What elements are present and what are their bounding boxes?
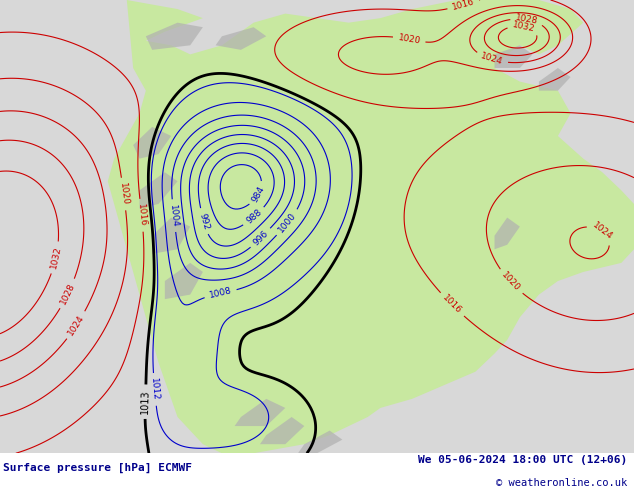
Polygon shape <box>152 218 190 254</box>
Text: 1016: 1016 <box>136 203 147 227</box>
Text: 992: 992 <box>197 212 210 231</box>
Polygon shape <box>235 399 285 426</box>
Text: 1020: 1020 <box>500 270 522 294</box>
Polygon shape <box>495 218 520 249</box>
Text: 1000: 1000 <box>277 211 299 235</box>
Polygon shape <box>298 431 342 453</box>
Polygon shape <box>108 0 634 453</box>
Text: 1008: 1008 <box>209 286 233 300</box>
Polygon shape <box>139 172 178 209</box>
Text: © weatheronline.co.uk: © weatheronline.co.uk <box>496 478 628 488</box>
Text: 1016: 1016 <box>441 294 463 316</box>
Text: Surface pressure [hPa] ECMWF: Surface pressure [hPa] ECMWF <box>3 463 192 473</box>
Text: 984: 984 <box>250 184 266 204</box>
Text: 1032: 1032 <box>49 245 63 270</box>
Text: We 05-06-2024 18:00 UTC (12+06): We 05-06-2024 18:00 UTC (12+06) <box>418 455 628 465</box>
Polygon shape <box>539 68 571 91</box>
Text: 996: 996 <box>251 229 270 247</box>
Text: 1028: 1028 <box>59 282 77 306</box>
Polygon shape <box>216 27 266 50</box>
Polygon shape <box>495 46 533 68</box>
Text: 1024: 1024 <box>590 221 614 242</box>
Text: 1032: 1032 <box>512 20 536 33</box>
Text: 1020: 1020 <box>398 33 421 46</box>
Text: 1024: 1024 <box>67 313 86 337</box>
Text: 1004: 1004 <box>168 204 179 227</box>
Text: 1016: 1016 <box>451 0 476 12</box>
Text: 988: 988 <box>245 208 264 226</box>
Text: 1020: 1020 <box>118 182 129 206</box>
Text: 1013: 1013 <box>140 390 151 414</box>
Text: 1028: 1028 <box>515 13 539 26</box>
Polygon shape <box>133 127 171 159</box>
Text: 1024: 1024 <box>480 52 504 67</box>
Polygon shape <box>165 263 203 299</box>
Text: 1012: 1012 <box>150 378 160 401</box>
Polygon shape <box>260 417 304 444</box>
Polygon shape <box>146 23 203 50</box>
